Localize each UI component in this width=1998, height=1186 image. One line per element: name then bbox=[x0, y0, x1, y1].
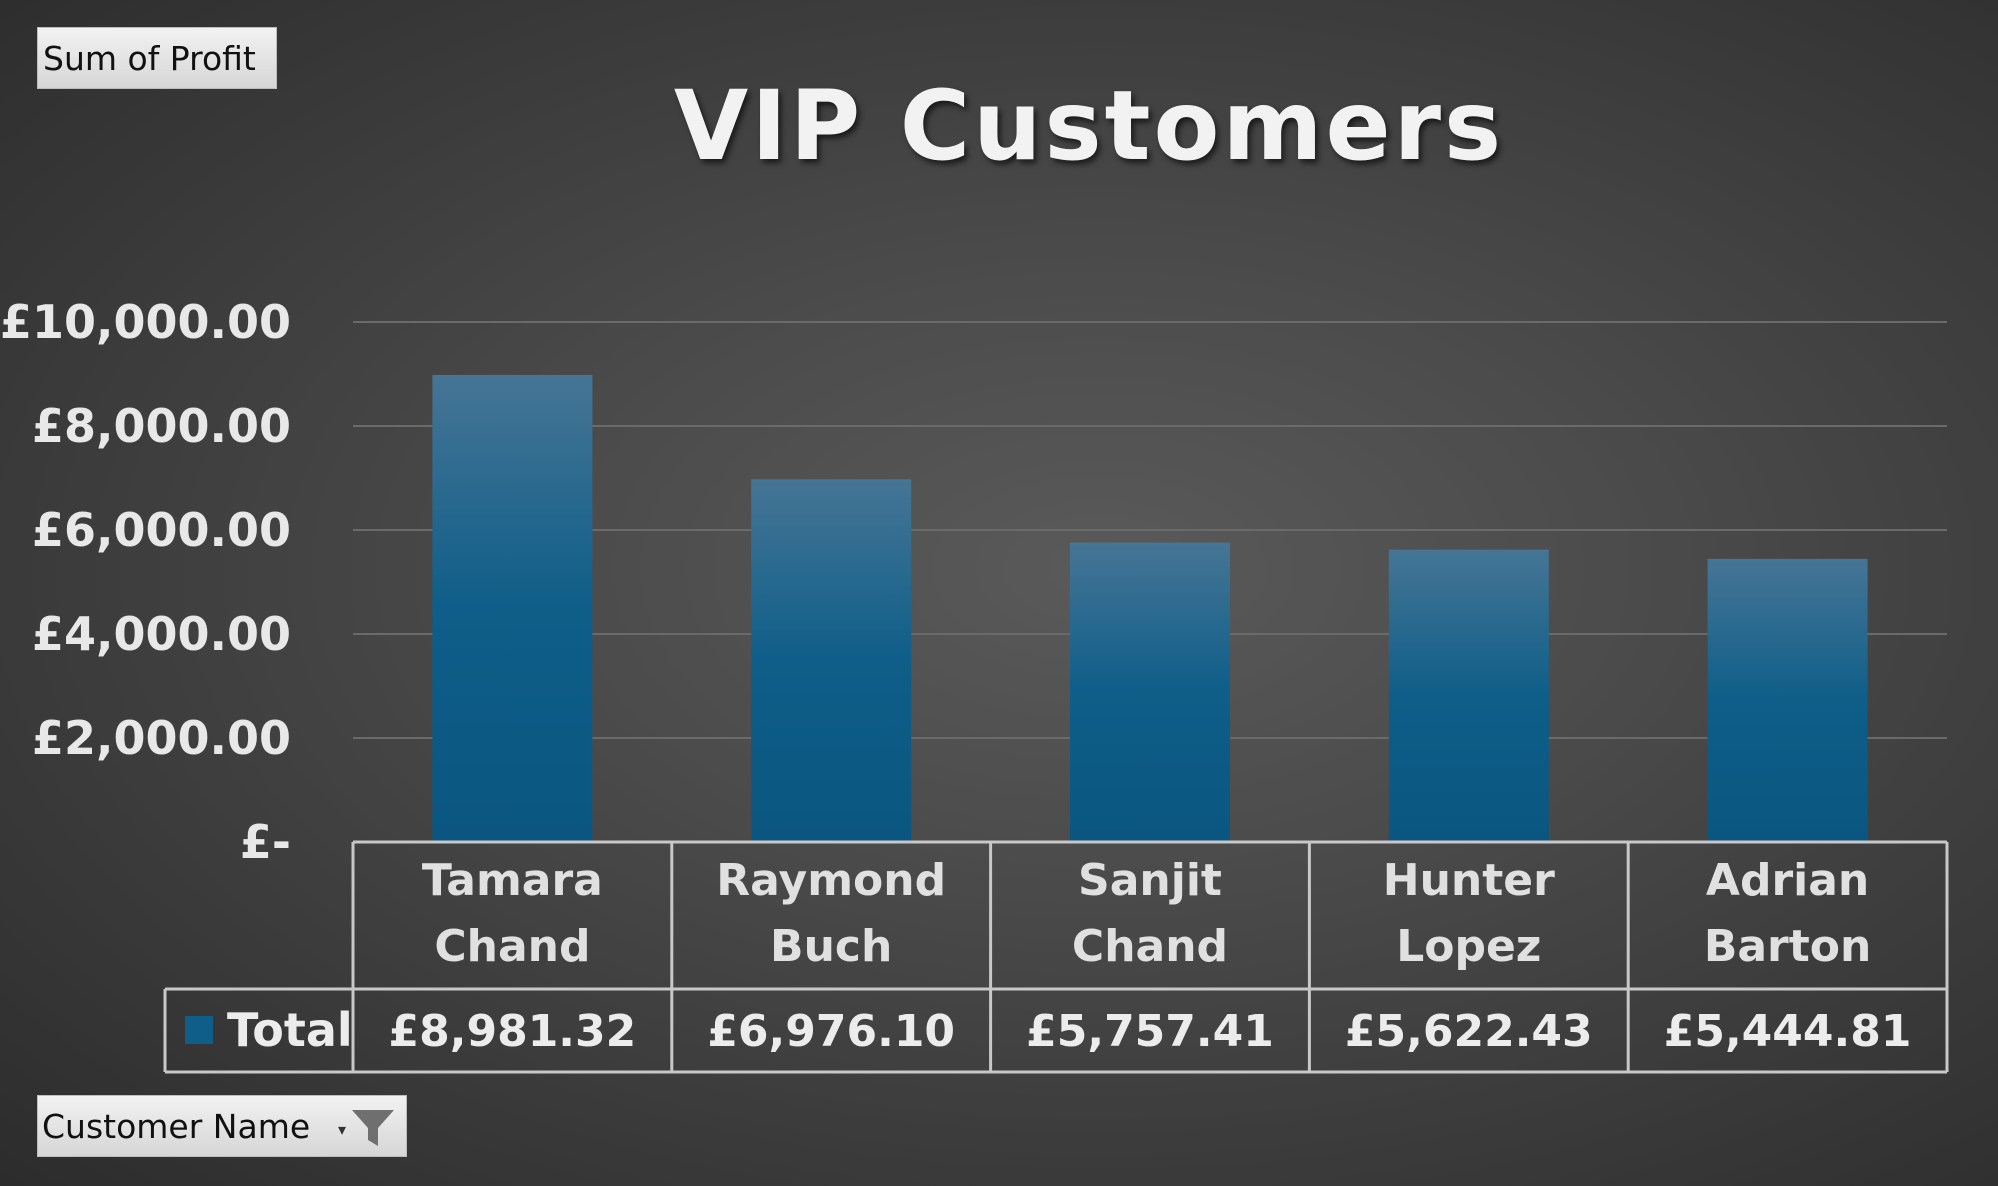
value-field-button[interactable]: Sum of Profit bbox=[37, 27, 277, 89]
chart-title: VIP Customers bbox=[673, 70, 1505, 182]
bar bbox=[1388, 549, 1549, 842]
category-label: Adrian Barton bbox=[1704, 855, 1872, 972]
y-tick-label: £10,000.00 bbox=[0, 295, 291, 349]
y-tick-label: £6,000.00 bbox=[32, 503, 291, 557]
axis-field-label: Customer Name bbox=[42, 1106, 311, 1146]
filter-funnel-icon[interactable] bbox=[350, 1106, 396, 1150]
category-label: Sanjit Chand bbox=[1072, 855, 1228, 972]
bar bbox=[1707, 558, 1868, 842]
axis-field-button[interactable]: Customer Name ▾ bbox=[37, 1095, 407, 1157]
category-label: Tamara Chand bbox=[422, 855, 603, 972]
chevron-down-icon[interactable]: ▾ bbox=[338, 1120, 347, 1139]
category-label: Hunter Lopez bbox=[1383, 855, 1555, 972]
legend-key bbox=[185, 1016, 213, 1044]
legend-label: Total bbox=[227, 1003, 353, 1057]
y-tick-label: £4,000.00 bbox=[32, 607, 291, 661]
data-table-value: £6,976.10 bbox=[707, 1006, 955, 1057]
bar bbox=[432, 374, 593, 842]
bar bbox=[1070, 542, 1230, 842]
value-field-label: Sum of Profit bbox=[43, 38, 256, 78]
data-table-value: £5,757.41 bbox=[1026, 1006, 1274, 1057]
bar bbox=[751, 479, 912, 842]
data-table-value: £8,981.32 bbox=[389, 1006, 637, 1057]
y-tick-label: £8,000.00 bbox=[32, 399, 291, 453]
data-table-value: £5,444.81 bbox=[1664, 1006, 1912, 1057]
data-table-value: £5,622.43 bbox=[1345, 1006, 1593, 1057]
y-tick-label: £- bbox=[240, 815, 291, 869]
category-label: Raymond Buch bbox=[716, 855, 946, 972]
y-tick-label: £2,000.00 bbox=[32, 711, 291, 765]
